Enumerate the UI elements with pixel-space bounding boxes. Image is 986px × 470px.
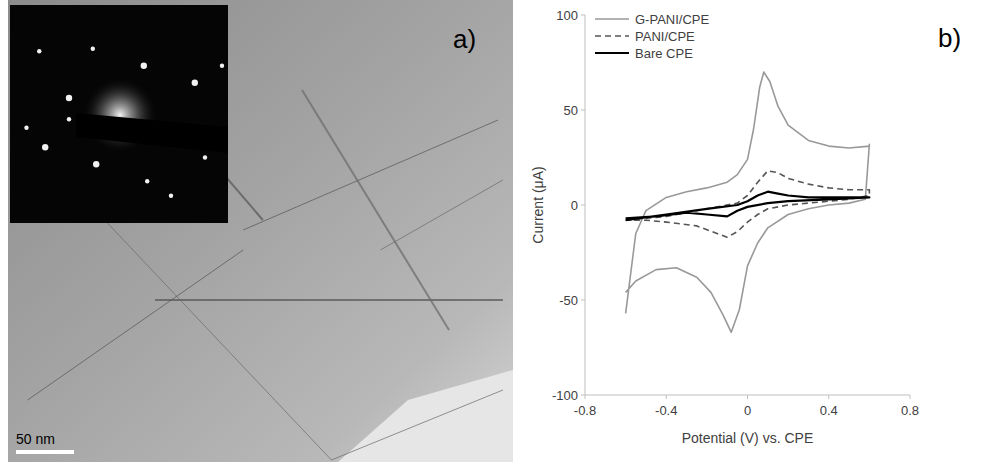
cv-curve (626, 171, 870, 238)
diffraction-spot (220, 63, 224, 67)
diffraction-spot (141, 62, 147, 68)
cv-curve (626, 192, 870, 221)
diffraction-spot (192, 80, 198, 86)
y-tick (581, 395, 585, 396)
x-tick (910, 395, 911, 399)
diffraction-spot (42, 144, 48, 150)
diffraction-spot (37, 49, 41, 53)
panel-label: a) (453, 24, 476, 54)
sheet-fold (28, 250, 244, 400)
diffraction-spot (66, 95, 72, 101)
sheet-fold (155, 299, 503, 301)
figure: 50 nm a) -100 -50 0 50 100 -0.8 -0.4 0 0.4 0.8 Poten… (0, 0, 986, 470)
sheet-fold (243, 120, 498, 230)
x-tick-label: 0.4 (820, 403, 838, 418)
x-tick-label: -0.8 (574, 403, 596, 418)
diffraction-spot (93, 161, 99, 167)
panel-a: 50 nm a) (8, 0, 513, 462)
tem-background (338, 370, 513, 462)
y-tick (581, 15, 585, 16)
legend-swatch (595, 35, 629, 37)
x-axis-title: Potential (V) vs. CPE (682, 430, 814, 446)
x-tick-label: 0 (744, 403, 751, 418)
scale-bar (16, 450, 74, 454)
sheet-fold (331, 390, 503, 460)
plot-lines (626, 72, 870, 332)
saed-inset (10, 5, 228, 223)
x-tick (585, 395, 586, 399)
sheet-fold (380, 180, 503, 250)
cv-curve (626, 72, 870, 332)
x-tick-label: -0.4 (655, 403, 677, 418)
legend-swatch (595, 18, 629, 20)
panel-b: -100 -50 0 50 100 -0.8 -0.4 0 0.4 0.8 Potential (V… (530, 8, 961, 447)
diffraction-spot (67, 117, 71, 121)
beam-stop (76, 113, 228, 153)
diffraction-spot (145, 179, 149, 183)
panel-label: b) (938, 23, 961, 53)
y-tick-label: 100 (556, 8, 578, 23)
diffraction-spot (91, 47, 95, 51)
x-tick-label: 0.8 (901, 403, 919, 418)
y-axis-title: Current (μA) (530, 166, 546, 243)
sheet-fold (302, 90, 449, 330)
x-tick (666, 395, 667, 399)
y-tick (581, 300, 585, 301)
y-tick (581, 110, 585, 111)
diffraction-spot (24, 126, 28, 130)
y-tick-label: 50 (564, 103, 578, 118)
legend-label: Bare CPE (635, 46, 693, 61)
y-tick-label: 0 (571, 198, 578, 213)
y-tick-label: -100 (552, 388, 578, 403)
legend-label: G-PANI/CPE (635, 12, 709, 27)
diffraction-spot (169, 194, 173, 198)
x-tick (828, 395, 829, 399)
scale-bar-label: 50 nm (16, 431, 55, 447)
y-tick (581, 205, 585, 206)
legend-swatch (595, 52, 629, 54)
diffraction-spot (203, 155, 207, 159)
legend: G-PANI/CPE PANI/CPE Bare CPE (595, 12, 709, 61)
y-tick-label: -50 (559, 293, 578, 308)
x-tick (747, 395, 748, 399)
legend-label: PANI/CPE (635, 29, 695, 44)
tem-image (8, 0, 513, 462)
